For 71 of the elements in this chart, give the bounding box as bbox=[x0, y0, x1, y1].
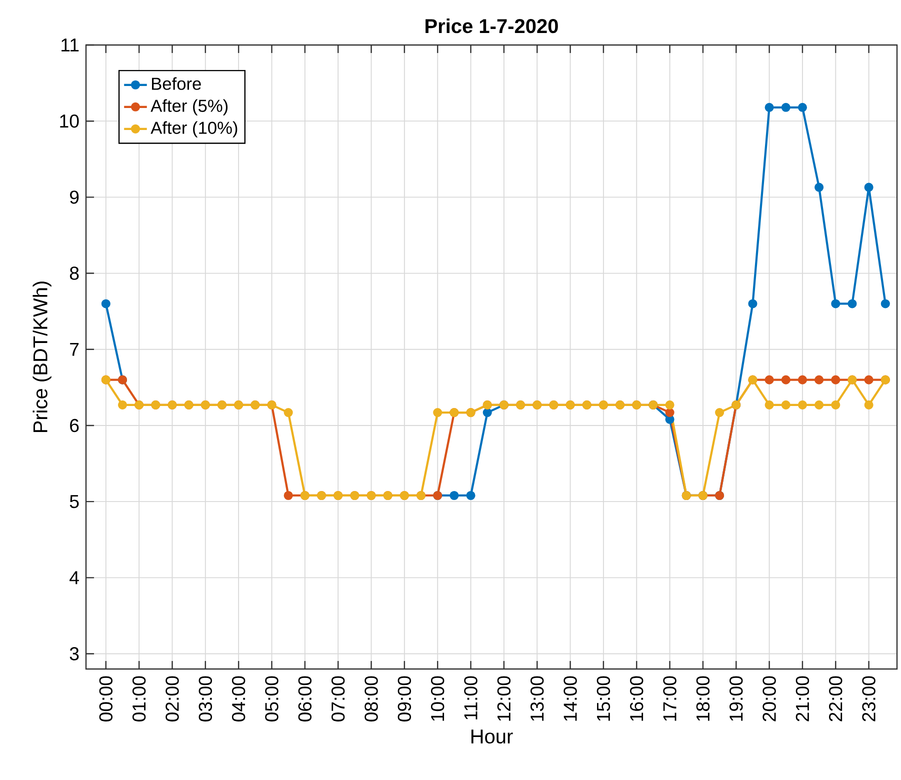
point bbox=[482, 408, 492, 418]
point bbox=[781, 375, 790, 384]
point bbox=[864, 182, 874, 192]
x-tick-label: 09:00 bbox=[398, 676, 412, 722]
point bbox=[798, 400, 808, 410]
point bbox=[665, 408, 674, 418]
x-tick-label: 22:00 bbox=[829, 676, 842, 722]
point bbox=[284, 408, 293, 418]
x-tick-label: 08:00 bbox=[364, 676, 378, 722]
y-axis-title: Price (BDT/KWh) bbox=[32, 282, 52, 432]
x-tick-label: 00:00 bbox=[99, 676, 113, 722]
point bbox=[781, 102, 790, 112]
x-tick-label: 17:00 bbox=[663, 676, 676, 721]
x-tick-label: 15:00 bbox=[596, 676, 610, 721]
y-tick-label: 3 bbox=[70, 647, 79, 660]
x-tick-label: 19:00 bbox=[730, 676, 743, 721]
point bbox=[433, 408, 442, 418]
chart-title: Price 1-7-2020 bbox=[426, 18, 558, 34]
x-tick-label: 07:00 bbox=[331, 676, 345, 722]
x-tick-label: 20:00 bbox=[762, 676, 776, 722]
point bbox=[831, 375, 840, 384]
x-tick-label: 05:00 bbox=[265, 676, 278, 722]
point bbox=[831, 299, 840, 308]
point bbox=[848, 299, 857, 308]
point bbox=[715, 408, 724, 418]
point bbox=[764, 375, 774, 384]
y-tick-label: 11 bbox=[62, 38, 79, 52]
legend-label: Before bbox=[152, 77, 201, 90]
point bbox=[814, 400, 824, 410]
y-tick-label: 9 bbox=[70, 190, 79, 204]
y-tick-label: 5 bbox=[70, 495, 79, 508]
point bbox=[864, 375, 874, 384]
x-tick-label: 12:00 bbox=[497, 676, 511, 721]
x-axis-title: Hour bbox=[471, 730, 513, 744]
x-tick-label: 04:00 bbox=[232, 676, 246, 722]
x-tick-label: 01:00 bbox=[132, 676, 146, 722]
x-tick-label: 21:00 bbox=[796, 676, 810, 722]
x-tick-label: 18:00 bbox=[696, 676, 710, 721]
y-tick-label: 7 bbox=[70, 342, 79, 356]
point bbox=[101, 299, 110, 308]
point bbox=[764, 400, 774, 410]
point bbox=[798, 375, 808, 384]
point bbox=[798, 102, 808, 112]
x-tick-label: 23:00 bbox=[862, 676, 876, 722]
y-tick-label: 8 bbox=[70, 266, 79, 280]
point bbox=[814, 182, 824, 192]
point bbox=[814, 375, 824, 384]
x-tick-label: 11:00 bbox=[464, 676, 478, 720]
x-tick-label: 10:00 bbox=[430, 676, 444, 721]
x-tick-label: 16:00 bbox=[630, 676, 644, 721]
y-tick-label: 6 bbox=[70, 418, 79, 432]
point bbox=[764, 102, 774, 112]
y-tick-label: 4 bbox=[70, 571, 79, 584]
point bbox=[466, 490, 476, 500]
point bbox=[831, 400, 840, 410]
y-tick-label: 10 bbox=[60, 114, 79, 128]
point bbox=[864, 400, 874, 410]
x-tick-label: 06:00 bbox=[298, 676, 312, 722]
point bbox=[665, 400, 674, 410]
point bbox=[781, 400, 790, 410]
x-tick-label: 03:00 bbox=[198, 676, 212, 722]
point bbox=[748, 299, 758, 308]
x-tick-label: 13:00 bbox=[530, 676, 544, 721]
point bbox=[284, 490, 293, 500]
point bbox=[118, 400, 128, 410]
legend-label: After (10%) bbox=[150, 121, 238, 138]
x-tick-label: 02:00 bbox=[166, 676, 179, 722]
point bbox=[450, 490, 459, 500]
legend-label: After (5%) bbox=[150, 99, 228, 116]
x-tick-label: 14:00 bbox=[564, 676, 577, 721]
point bbox=[880, 299, 890, 308]
